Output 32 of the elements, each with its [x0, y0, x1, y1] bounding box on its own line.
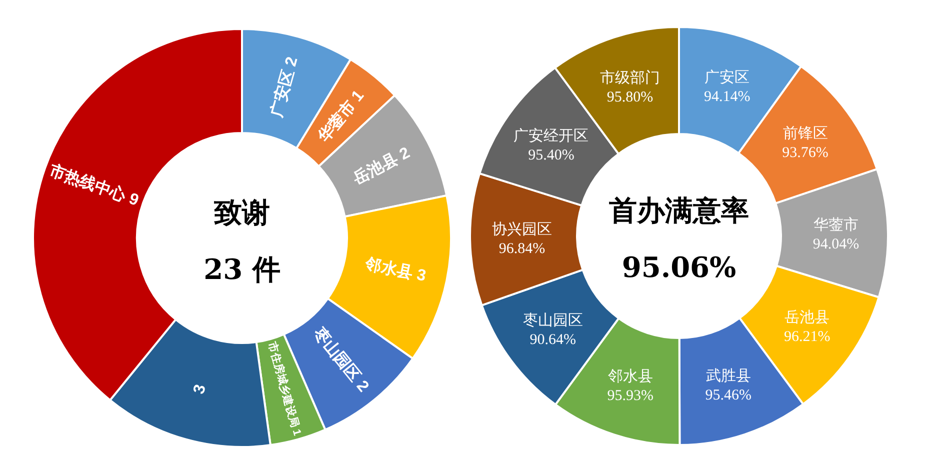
data-label: 95.93%	[607, 388, 654, 404]
text: 95.06%	[622, 251, 736, 284]
slice-label: 广安经开区	[514, 127, 589, 144]
slice-label: 协兴园区	[492, 221, 552, 238]
slice-label: 邻水县	[608, 368, 653, 385]
data-label: 95.40%	[528, 147, 574, 164]
data-label: 96.21%	[784, 329, 830, 346]
data-label: 96.84%	[498, 241, 546, 258]
slice-label: 广安区	[266, 67, 298, 120]
text: 23 件	[204, 253, 280, 286]
data-label: 2	[352, 378, 372, 396]
text: 首办满意率	[608, 194, 749, 227]
slice-label: 市级部门	[600, 69, 660, 86]
data-label: 93.76%	[782, 145, 828, 162]
data-label: 95.80%	[606, 89, 654, 106]
slice-label: 枣山园区	[522, 312, 583, 330]
data-label: 94.04%	[812, 236, 860, 252]
data-label: 2	[282, 55, 302, 68]
data-label: 3	[415, 266, 428, 286]
data-label: 95.46%	[705, 388, 752, 404]
data-label: 1	[290, 428, 304, 437]
slice-label: 市住房城乡建设局	[265, 340, 302, 429]
slice-label: 岳池县	[784, 309, 830, 326]
data-label: 3	[190, 382, 210, 396]
data-label: 94.14%	[704, 89, 750, 106]
slice-label: 邻水县	[362, 254, 414, 282]
data-label: 90.64%	[530, 332, 576, 348]
slice-label: 前锋区	[782, 125, 828, 142]
slice-label: 武胜县	[706, 368, 751, 385]
text: 致谢	[213, 196, 270, 229]
slice-label: 华蓥市	[813, 216, 858, 234]
slice-label: 广安区	[704, 69, 750, 86]
